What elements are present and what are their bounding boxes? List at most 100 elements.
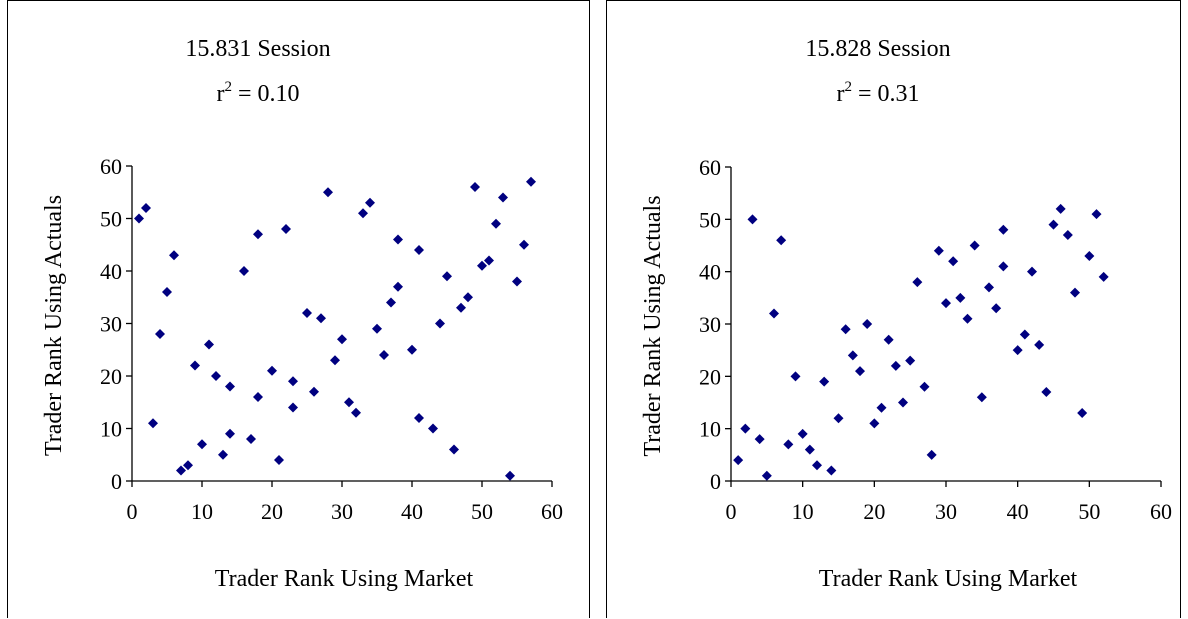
- chart-title: 15.828 Session: [805, 36, 950, 62]
- x-tick-label: 40: [1007, 499, 1029, 524]
- data-point: [512, 276, 522, 287]
- data-point: [428, 423, 438, 434]
- x-tick-label: 50: [1078, 499, 1100, 524]
- data-point: [316, 313, 326, 324]
- y-tick-label: 10: [100, 417, 122, 442]
- data-point: [372, 323, 382, 334]
- data-point: [274, 455, 284, 465]
- chart-panel-2: 15.828 Session r2 = 0.31 0 10 20 30 40 50 60 0 1…: [606, 0, 1181, 618]
- data-point: [323, 187, 333, 198]
- x-tick-label: 0: [726, 499, 737, 524]
- data-point: [183, 460, 193, 471]
- data-point: [344, 397, 354, 408]
- data-point: [386, 297, 396, 308]
- y-tick-label: 60: [100, 154, 122, 179]
- x-tick-label: 30: [935, 499, 957, 524]
- data-point: [804, 444, 815, 455]
- data-point: [134, 213, 144, 224]
- data-point: [847, 350, 858, 361]
- data-point: [309, 386, 319, 397]
- data-point: [1027, 266, 1037, 277]
- data-point: [1012, 345, 1023, 356]
- data-point: [933, 245, 944, 256]
- data-point: [393, 281, 403, 292]
- data-point: [379, 350, 389, 360]
- data-point: [1055, 203, 1066, 214]
- x-tick-label: 60: [1150, 499, 1172, 524]
- data-point: [442, 271, 452, 282]
- data-point: [449, 444, 459, 455]
- data-point: [1048, 219, 1059, 230]
- data-point: [969, 240, 980, 251]
- data-point: [204, 339, 214, 350]
- y-tick-label: 30: [699, 312, 721, 337]
- y-tick-label: 20: [699, 364, 721, 389]
- y-tick-label: 0: [111, 469, 122, 494]
- data-point: [941, 298, 951, 309]
- data-point: [769, 308, 779, 319]
- data-point: [883, 334, 894, 345]
- data-point: [407, 344, 417, 355]
- y-axis-label: Trader Rank Using Actuals: [640, 195, 666, 456]
- data-point: [365, 197, 375, 208]
- data-point: [812, 460, 822, 471]
- data-point: [267, 365, 277, 376]
- data-point: [905, 355, 916, 366]
- data-point: [826, 465, 837, 476]
- y-tick-label: 60: [699, 155, 721, 180]
- data-point: [869, 418, 880, 429]
- data-point: [1091, 209, 1102, 220]
- data-point: [1084, 250, 1095, 261]
- x-tick-label: 0: [127, 499, 138, 524]
- data-point: [855, 366, 865, 377]
- chart-title: 15.831 Session: [185, 36, 330, 62]
- x-axis-label: Trader Rank Using Market: [215, 566, 474, 592]
- data-point: [491, 218, 501, 229]
- data-point: [176, 465, 186, 476]
- data-point: [797, 428, 808, 439]
- y-tick-label: 20: [100, 364, 122, 389]
- data-point: [862, 319, 873, 329]
- x-axis-label: Trader Rank Using Market: [819, 566, 1078, 592]
- data-point: [470, 182, 480, 192]
- y-tick-label: 0: [710, 469, 721, 494]
- data-point: [819, 376, 830, 387]
- data-point: [435, 318, 445, 329]
- data-point: [526, 176, 536, 187]
- data-point: [225, 381, 235, 392]
- data-point: [351, 407, 361, 418]
- data-point: [463, 292, 473, 303]
- data-point: [926, 449, 937, 460]
- data-point: [890, 360, 901, 371]
- data-point: [239, 266, 249, 276]
- y-tick-label: 50: [699, 207, 721, 232]
- data-point: [833, 413, 844, 424]
- data-point: [733, 455, 744, 466]
- y-tick-label: 40: [699, 260, 721, 285]
- data-point: [190, 360, 200, 371]
- data-point: [754, 434, 765, 445]
- scatter-chart-1: 15.831 Session r2 = 0.10 0 10 20 30 40 50 60 0 1…: [41, 36, 563, 592]
- data-point: [246, 434, 256, 444]
- data-point: [955, 292, 966, 303]
- data-point: [919, 381, 930, 392]
- data-points: [134, 176, 536, 481]
- x-tick-label: 10: [191, 499, 213, 524]
- x-tick-label: 20: [863, 499, 885, 524]
- x-tick-label: 30: [331, 499, 353, 524]
- data-point: [337, 334, 347, 345]
- data-point: [783, 439, 794, 450]
- data-point: [302, 308, 312, 318]
- data-point: [225, 428, 235, 439]
- scatter-chart-2: 15.828 Session r2 = 0.31 0 10 20 30 40 50 60 0 1…: [640, 36, 1172, 592]
- data-point: [169, 250, 179, 261]
- data-point: [776, 235, 787, 246]
- data-point: [288, 402, 298, 413]
- data-point: [998, 224, 1009, 235]
- data-point: [747, 214, 758, 225]
- x-tick-label: 10: [792, 499, 814, 524]
- data-point: [197, 439, 207, 450]
- data-point: [330, 355, 340, 366]
- r-squared-label: r2 = 0.31: [836, 79, 919, 107]
- data-point: [288, 376, 298, 387]
